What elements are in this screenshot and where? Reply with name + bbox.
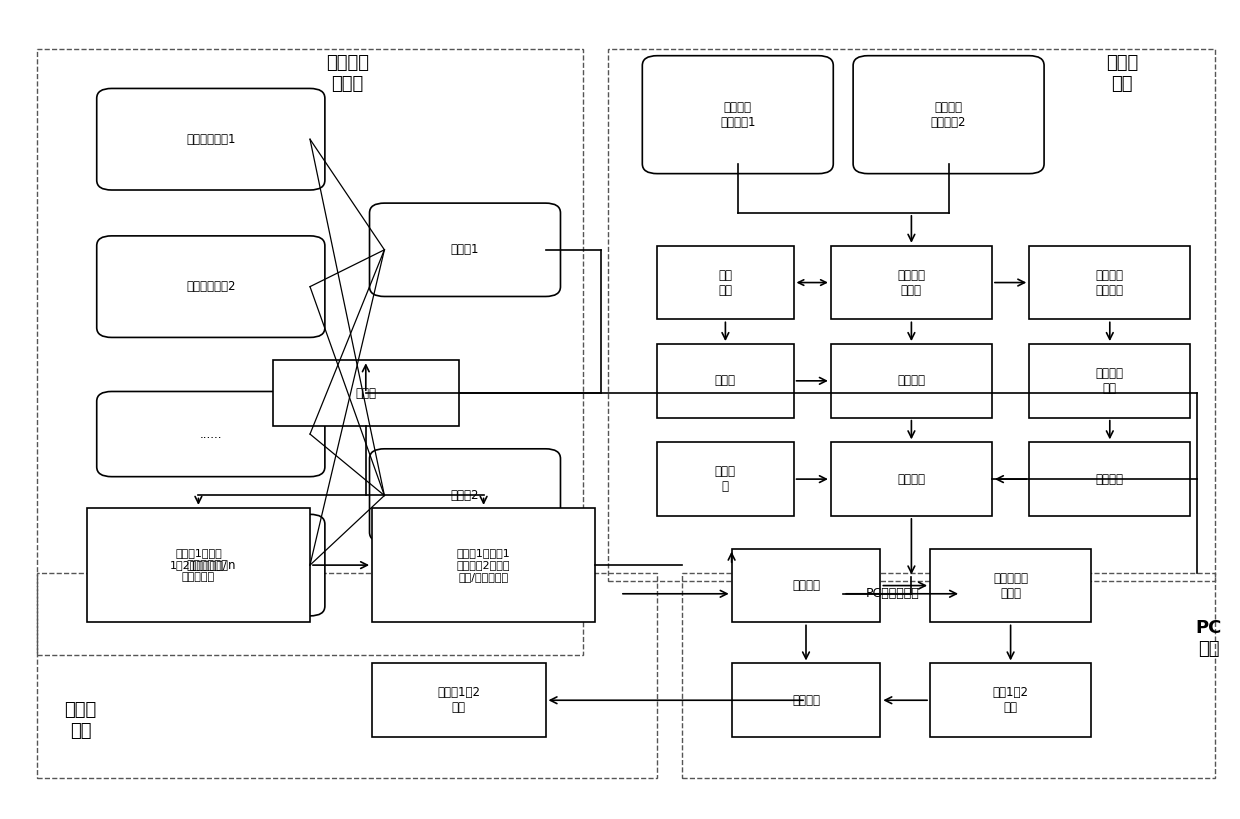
FancyBboxPatch shape (97, 514, 325, 616)
FancyBboxPatch shape (97, 391, 325, 477)
FancyBboxPatch shape (370, 449, 560, 542)
Text: 零速修正: 零速修正 (792, 579, 820, 592)
FancyBboxPatch shape (930, 549, 1091, 622)
Text: 惯性组合
导航系统2: 惯性组合 导航系统2 (931, 101, 966, 129)
FancyBboxPatch shape (732, 663, 880, 737)
Text: 误差补偿: 误差补偿 (1096, 473, 1123, 486)
FancyBboxPatch shape (930, 663, 1091, 737)
Text: 伪卫星及
接收器: 伪卫星及 接收器 (326, 54, 368, 93)
Text: 紧组合卡尔
曼滤波: 紧组合卡尔 曼滤波 (993, 572, 1028, 600)
Text: 初始位
置: 初始位 置 (715, 465, 735, 493)
Text: 井控点1和惯导1
及井控点2之间的
角度/距离观测值: 井控点1和惯导1 及井控点2之间的 角度/距离观测值 (456, 549, 511, 581)
FancyBboxPatch shape (97, 88, 325, 190)
Text: 时间戳: 时间戳 (715, 374, 735, 387)
Text: PC端数据存储: PC端数据存储 (866, 587, 920, 600)
FancyBboxPatch shape (87, 508, 310, 622)
FancyBboxPatch shape (732, 549, 880, 622)
FancyBboxPatch shape (831, 246, 992, 319)
Text: 初始姿态: 初始姿态 (898, 374, 925, 387)
Text: 井外
上电: 井外 上电 (718, 269, 733, 296)
FancyBboxPatch shape (97, 236, 325, 337)
FancyBboxPatch shape (853, 56, 1044, 174)
FancyBboxPatch shape (657, 344, 794, 418)
Text: ......: ...... (200, 428, 222, 441)
FancyBboxPatch shape (831, 344, 992, 418)
FancyBboxPatch shape (1029, 246, 1190, 319)
Text: 惯性传
感器: 惯性传 感器 (1106, 54, 1138, 93)
Text: 井控点1、2
坐标: 井控点1、2 坐标 (438, 686, 480, 714)
Text: 惯性组合
导航系统1: 惯性组合 导航系统1 (720, 101, 755, 129)
Text: 惯导1、2
坐标: 惯导1、2 坐标 (992, 686, 1029, 714)
Text: 接收器1: 接收器1 (451, 243, 479, 256)
FancyBboxPatch shape (370, 203, 560, 296)
FancyBboxPatch shape (372, 508, 595, 622)
Text: 机械编排: 机械编排 (898, 473, 925, 486)
Text: 伪卫星发射器1: 伪卫星发射器1 (186, 133, 236, 146)
Text: 伪卫星发射器n: 伪卫星发射器n (186, 559, 236, 572)
Text: 测量平差: 测量平差 (792, 694, 820, 707)
Text: 坐标系
连接: 坐标系 连接 (64, 701, 97, 740)
Text: PC
终端: PC 终端 (1195, 619, 1223, 658)
Text: 接收器2: 接收器2 (451, 489, 479, 502)
FancyBboxPatch shape (273, 360, 459, 426)
Text: 加速度角
速度: 加速度角 速度 (1096, 367, 1123, 395)
Text: 惯导固定
自对准: 惯导固定 自对准 (898, 269, 925, 296)
Text: 全站仪: 全站仪 (356, 387, 376, 400)
Text: 伪卫星发射器2: 伪卫星发射器2 (186, 280, 236, 293)
Text: 井控点1和惯导
1、2之间的角度/
距离观测值: 井控点1和惯导 1、2之间的角度/ 距离观测值 (170, 549, 227, 581)
FancyBboxPatch shape (1029, 344, 1190, 418)
Text: 罐笼下放
惯性测量: 罐笼下放 惯性测量 (1096, 269, 1123, 296)
FancyBboxPatch shape (372, 663, 546, 737)
FancyBboxPatch shape (831, 442, 992, 516)
FancyBboxPatch shape (1029, 442, 1190, 516)
FancyBboxPatch shape (657, 246, 794, 319)
FancyBboxPatch shape (642, 56, 833, 174)
FancyBboxPatch shape (657, 442, 794, 516)
